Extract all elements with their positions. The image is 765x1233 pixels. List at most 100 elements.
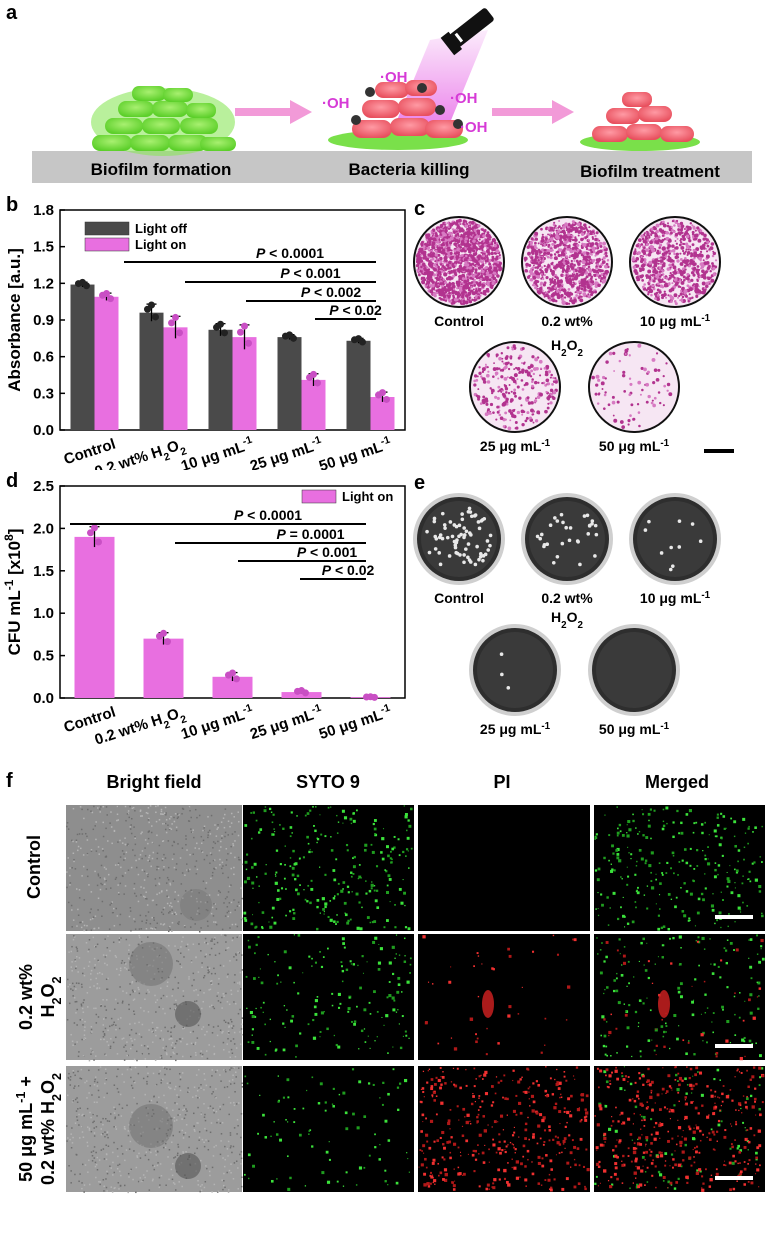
- colony: [677, 519, 682, 523]
- colony: [590, 519, 595, 523]
- panel-c-wells: Control 0.2 wt% 10 μg mL-1 25 μg mL-1 50 μg …: [413, 216, 734, 455]
- colony: [677, 545, 682, 549]
- bar: [74, 536, 115, 698]
- step-label-killing: Bacteria killing: [349, 160, 470, 179]
- colony: [432, 516, 437, 521]
- colony: [476, 520, 481, 524]
- step-label-formation: Biofilm formation: [91, 160, 232, 179]
- col-header-pi: PI: [493, 772, 511, 792]
- colony: [560, 541, 565, 546]
- colony: [647, 519, 651, 524]
- data-point: [160, 629, 167, 637]
- row-label: 50 μg mL-1 +: [14, 1076, 36, 1182]
- colony: [464, 529, 469, 534]
- row-label: 0.2 wt% H2O2: [38, 1073, 64, 1185]
- colony: [485, 539, 490, 543]
- panel-label-b: b: [6, 194, 19, 216]
- agar-plate: [521, 493, 613, 585]
- bar: [94, 296, 119, 430]
- data-point: [176, 329, 183, 337]
- y-tick-label: 0.3: [33, 385, 54, 402]
- scale-bar: [704, 449, 734, 453]
- crystal-violet-well: [588, 341, 680, 433]
- colony: [539, 532, 544, 537]
- colony: [481, 554, 486, 558]
- data-point: [241, 322, 248, 330]
- colony: [670, 564, 675, 568]
- data-point: [83, 282, 90, 290]
- colony: [551, 560, 556, 565]
- data-point: [164, 638, 171, 646]
- y-tick-label: 1.2: [33, 275, 54, 292]
- agar-plate: [413, 493, 505, 585]
- colony: [499, 652, 504, 657]
- y-tick-label: 1.5: [33, 563, 54, 580]
- colony: [542, 544, 546, 549]
- y-tick-label: 2.5: [33, 478, 54, 495]
- category-label: 10 μg mL-1: [178, 434, 256, 470]
- colony: [690, 522, 695, 526]
- colony: [453, 543, 458, 547]
- y-tick-label: 1.0: [33, 605, 54, 622]
- colony: [427, 550, 432, 555]
- radical-label-4: ·OH: [460, 119, 488, 136]
- colony: [454, 524, 459, 529]
- colony: [590, 522, 594, 526]
- data-point: [383, 395, 390, 403]
- colony: [438, 562, 443, 567]
- data-point: [91, 524, 98, 532]
- y-tick-label: 0.9: [33, 312, 54, 329]
- plate-label: Control: [434, 590, 484, 606]
- significance-label: P = 0.0001: [276, 526, 344, 542]
- colony: [468, 510, 473, 514]
- category-label: 50 μg mL-1: [316, 702, 394, 743]
- well-label: 25 μg mL-1: [480, 438, 551, 455]
- colony: [473, 562, 478, 567]
- significance-label: P < 0.0001: [256, 245, 324, 261]
- colony: [593, 523, 598, 528]
- treated-biofilm: [580, 92, 700, 151]
- bar: [70, 284, 95, 430]
- micrograph-pi: [418, 1066, 590, 1192]
- colony: [568, 526, 573, 530]
- colony: [425, 529, 429, 534]
- colony: [466, 555, 470, 560]
- colony: [481, 558, 485, 563]
- colony: [433, 547, 438, 551]
- colony: [669, 545, 673, 550]
- colony: [462, 553, 466, 557]
- micrograph-syto9: [243, 934, 414, 1060]
- colony: [486, 548, 491, 552]
- colony: [578, 562, 582, 567]
- legend-swatch: [84, 221, 130, 236]
- well-label: Control: [434, 313, 484, 329]
- radical-label-1: ·OH: [380, 69, 408, 86]
- scale-bar: [715, 915, 753, 919]
- colony: [460, 512, 464, 516]
- colony: [559, 512, 564, 517]
- col-header-merged: Merged: [644, 772, 709, 792]
- bar: [281, 692, 322, 698]
- y-tick-label: 2.0: [33, 520, 54, 537]
- colony: [482, 516, 487, 521]
- colony: [440, 511, 445, 516]
- data-point: [237, 328, 244, 336]
- legend-label: Light on: [342, 489, 393, 504]
- panel-label-c: c: [414, 198, 426, 220]
- category-label: 50 μg mL-1: [316, 434, 394, 470]
- bar: [232, 337, 257, 430]
- colony: [477, 526, 482, 531]
- colony: [460, 517, 465, 522]
- crystal-violet-well: [521, 216, 613, 308]
- significance-label: P < 0.001: [297, 544, 358, 560]
- colony: [564, 525, 568, 530]
- colony: [555, 519, 560, 523]
- scale-bar: [715, 1044, 753, 1048]
- colony: [469, 514, 474, 519]
- colony: [488, 533, 493, 538]
- micrograph-bright-field: [66, 1066, 243, 1194]
- bar: [212, 676, 253, 698]
- row-label: H2O2: [38, 976, 64, 1017]
- y-tick-label: 0.0: [33, 422, 54, 439]
